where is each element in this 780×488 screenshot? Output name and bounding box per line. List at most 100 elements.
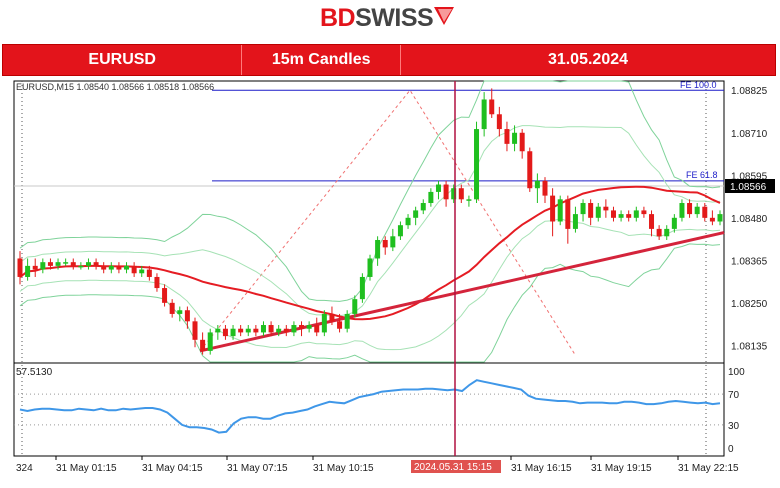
time-tick-label: 324 [16, 463, 33, 474]
candle-body [664, 228, 670, 237]
candle-body [610, 210, 616, 218]
candle-body [131, 265, 137, 274]
candle-body [321, 313, 327, 333]
candle-body [222, 328, 228, 337]
brand-arrow-icon [434, 7, 454, 25]
timeframe-label: 15m Candles [242, 45, 401, 75]
candle-body [519, 132, 525, 152]
candle-body [451, 188, 457, 200]
plot-frame [13, 80, 725, 457]
candle-body [671, 217, 677, 229]
candle-body [435, 184, 441, 192]
symbol-info-line: EURUSD,M15 1.08540 1.08566 1.08518 1.085… [16, 82, 214, 92]
candle-body [595, 206, 601, 218]
current-price-box [725, 179, 775, 194]
brand-swiss: SWISS [355, 4, 434, 32]
candle-body [588, 203, 594, 218]
candle-body [565, 199, 571, 229]
candle-body [618, 214, 624, 218]
candle-body [397, 225, 403, 237]
candle-body [504, 129, 510, 144]
fib-618-label: FE 61.8 [686, 170, 718, 180]
candle-body [633, 210, 639, 218]
candle-body [702, 206, 708, 218]
candle-body [474, 129, 480, 200]
candle-body [314, 325, 320, 333]
osc-tick-label: 100 [728, 367, 745, 378]
candle-body [63, 262, 69, 264]
candle-body [55, 262, 61, 266]
candle-body [215, 328, 221, 333]
candle-body [78, 265, 84, 268]
candle-body [276, 328, 282, 333]
oscillator-line [19, 379, 721, 434]
time-tick-label: 31 May 07:15 [227, 463, 288, 474]
brand-logo: BDSWISS [0, 0, 780, 38]
candle-body [512, 132, 518, 144]
price-tick-label: 1.08480 [731, 214, 768, 225]
candle-body [108, 265, 114, 270]
brand-bd: BD [320, 4, 356, 32]
candle-body [580, 203, 586, 215]
candle-body [291, 325, 297, 333]
candle-body [253, 328, 259, 333]
time-tick-label: 31 May 19:15 [591, 463, 652, 474]
candle-body [154, 276, 160, 289]
candle-body [458, 188, 464, 200]
cursor-time-label: 2024.05.31 15:15 [414, 462, 492, 473]
price-tick-label: 1.08825 [731, 86, 768, 97]
candle-body [375, 239, 381, 259]
osc-tick-label: 30 [728, 421, 740, 432]
moving-average-line [19, 185, 721, 321]
candle-body [443, 184, 449, 200]
candle-body [717, 214, 723, 222]
candle-body [299, 325, 305, 329]
candle-body [245, 328, 251, 333]
candle-body [420, 203, 426, 211]
candle-body [124, 265, 130, 270]
candle-body [413, 210, 419, 218]
candle-body [344, 313, 350, 329]
candle-body [200, 339, 206, 351]
candle-body [329, 313, 335, 322]
oscillator-value-label: 57.5130 [16, 367, 53, 378]
time-tick-label: 31 May 16:15 [511, 463, 572, 474]
candle-body [177, 310, 183, 314]
candle-body [283, 328, 289, 333]
candle-body [260, 325, 266, 333]
candle-body [101, 265, 107, 270]
current-price-label: 1.08566 [730, 182, 767, 193]
candle-body [116, 265, 122, 270]
candle-body [32, 265, 38, 270]
candle-body [17, 258, 23, 277]
candle-body [481, 99, 487, 130]
candle-body [534, 180, 540, 189]
candle-body [139, 269, 145, 274]
osc-tick-label: 70 [728, 390, 740, 401]
candle-body [527, 151, 533, 189]
cursor-time-box [411, 460, 501, 473]
candle-body [542, 180, 548, 196]
candle-body [687, 203, 693, 215]
candle-body [572, 214, 578, 229]
price-tick-label: 1.08250 [731, 299, 768, 310]
osc-tick-label: 0 [728, 444, 734, 455]
candle-body [466, 199, 472, 201]
candle-body [367, 258, 373, 277]
candle-body [626, 214, 632, 218]
candle-body [337, 321, 343, 329]
time-tick-label: 31 May 01:15 [56, 463, 117, 474]
candle-body [359, 276, 365, 300]
price-chart-svg: 1.08825 1.08710 1.08595 1.08480 1.08365 1.082… [13, 80, 775, 474]
candle-body [25, 265, 31, 277]
price-tick-label: 1.08135 [731, 341, 768, 352]
candle-body [169, 302, 175, 314]
candle-body [40, 262, 46, 270]
candle-body [694, 206, 700, 215]
candle-body [184, 310, 190, 322]
candle-body [496, 114, 502, 130]
candle-body [489, 99, 495, 115]
candle-body [268, 325, 274, 333]
band-inner-upper [19, 125, 721, 317]
candle-body [230, 328, 236, 337]
